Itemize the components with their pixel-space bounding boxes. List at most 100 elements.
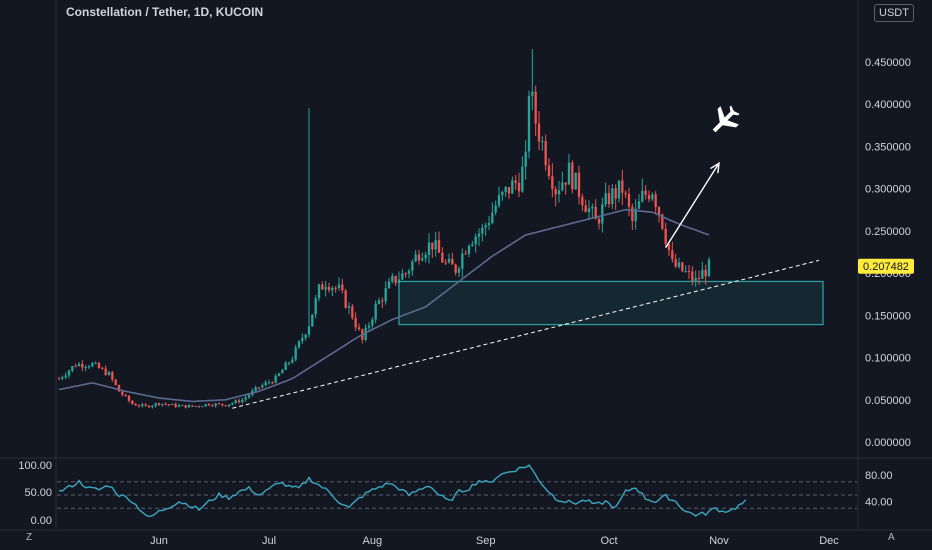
candle-body: [464, 253, 467, 255]
candle-body: [661, 214, 664, 229]
candle-body: [297, 341, 301, 348]
price-tick-label: 0.250000: [865, 226, 911, 238]
candle-body: [134, 404, 137, 406]
candle-body: [697, 277, 701, 279]
candle-body: [257, 387, 261, 389]
candle-body: [651, 194, 654, 200]
candle-body: [181, 404, 184, 406]
candle-body: [614, 188, 617, 199]
candle-body: [441, 252, 444, 263]
candle-body: [294, 347, 297, 360]
currency-button[interactable]: USDT: [874, 4, 914, 22]
candle-body: [371, 319, 374, 326]
time-tick-label: Oct: [600, 535, 617, 547]
candle-body: [127, 395, 131, 401]
candle-body: [187, 405, 191, 408]
candle-body: [87, 366, 91, 368]
candle-body: [267, 382, 271, 384]
auto-scale-button[interactable]: A: [888, 532, 895, 543]
candle-body: [581, 196, 584, 206]
candle-body: [631, 206, 634, 222]
candle-body: [504, 186, 507, 192]
candle-body: [524, 151, 527, 167]
price-pane[interactable]: [57, 49, 824, 409]
candle-body: [414, 254, 417, 262]
airplane-icon: [712, 105, 740, 133]
candle-body: [451, 258, 454, 265]
candle-body: [521, 166, 524, 192]
candle-body: [567, 162, 571, 185]
candle-body: [621, 180, 624, 193]
trendline: [232, 259, 820, 409]
candle-body: [121, 391, 124, 395]
candle-body: [391, 275, 394, 282]
candle-body: [161, 403, 164, 405]
candle-body: [114, 379, 117, 385]
candle-body: [374, 303, 377, 320]
candle-body: [471, 244, 474, 246]
candle-body: [287, 362, 291, 364]
chart-title: Constellation / Tether, 1D, KUCOIN: [66, 5, 264, 19]
candle-body: [574, 172, 577, 190]
candle-body: [227, 404, 231, 407]
candle-body: [394, 275, 397, 284]
candle-body: [384, 288, 387, 302]
candle-body: [664, 228, 667, 244]
candle-body: [407, 270, 411, 274]
candle-body: [157, 403, 161, 405]
candle-body: [707, 259, 711, 277]
candle-body: [647, 194, 651, 200]
candle-body: [244, 397, 247, 400]
candle-body: [341, 284, 344, 291]
candle-body: [491, 212, 494, 224]
candle-body: [321, 284, 324, 290]
rsi-pane[interactable]: [57, 464, 857, 518]
candle-body: [444, 262, 447, 264]
candle-body: [301, 338, 304, 342]
candle-body: [641, 190, 644, 202]
rsi-left-label: 100.00: [18, 460, 52, 472]
price-tick-label: 0.350000: [865, 141, 911, 153]
candle-body: [71, 366, 74, 371]
candle-body: [637, 201, 641, 209]
candle-body: [234, 400, 237, 404]
candle-body: [497, 195, 501, 206]
support-zone: [398, 280, 824, 326]
candle-body: [191, 405, 194, 407]
candle-body: [564, 182, 567, 185]
zoom-z-button[interactable]: Z: [26, 532, 33, 543]
candle-body: [277, 373, 281, 376]
candle-body: [477, 233, 481, 237]
candle-body: [101, 368, 104, 370]
candle-body: [107, 372, 111, 376]
candle-body: [137, 405, 141, 407]
candle-body: [177, 405, 181, 407]
candle-body: [281, 370, 284, 374]
candle-body: [617, 180, 621, 199]
candle-body: [197, 406, 201, 408]
candle-body: [541, 141, 544, 143]
candle-body: [401, 273, 404, 280]
candle-body: [467, 245, 471, 254]
candle-body: [557, 190, 561, 195]
candle-body: [454, 264, 457, 273]
arrow-line: [665, 162, 720, 249]
candle-body: [147, 405, 151, 408]
candle-body: [351, 306, 354, 318]
candle-body: [104, 368, 107, 376]
candle-body: [547, 165, 551, 177]
candle-body: [311, 314, 314, 327]
candle-body: [254, 387, 257, 391]
candle-body: [264, 382, 267, 386]
candle-body: [474, 236, 477, 245]
candle-body: [481, 227, 484, 234]
rsi-right-tick-label: 80.00: [865, 470, 893, 482]
candle-body: [594, 206, 597, 220]
candle-body: [57, 378, 61, 380]
candle-body: [421, 258, 424, 261]
candle-body: [124, 394, 127, 396]
candle-body: [554, 189, 557, 195]
candle-body: [694, 277, 697, 281]
candle-body: [207, 404, 211, 406]
